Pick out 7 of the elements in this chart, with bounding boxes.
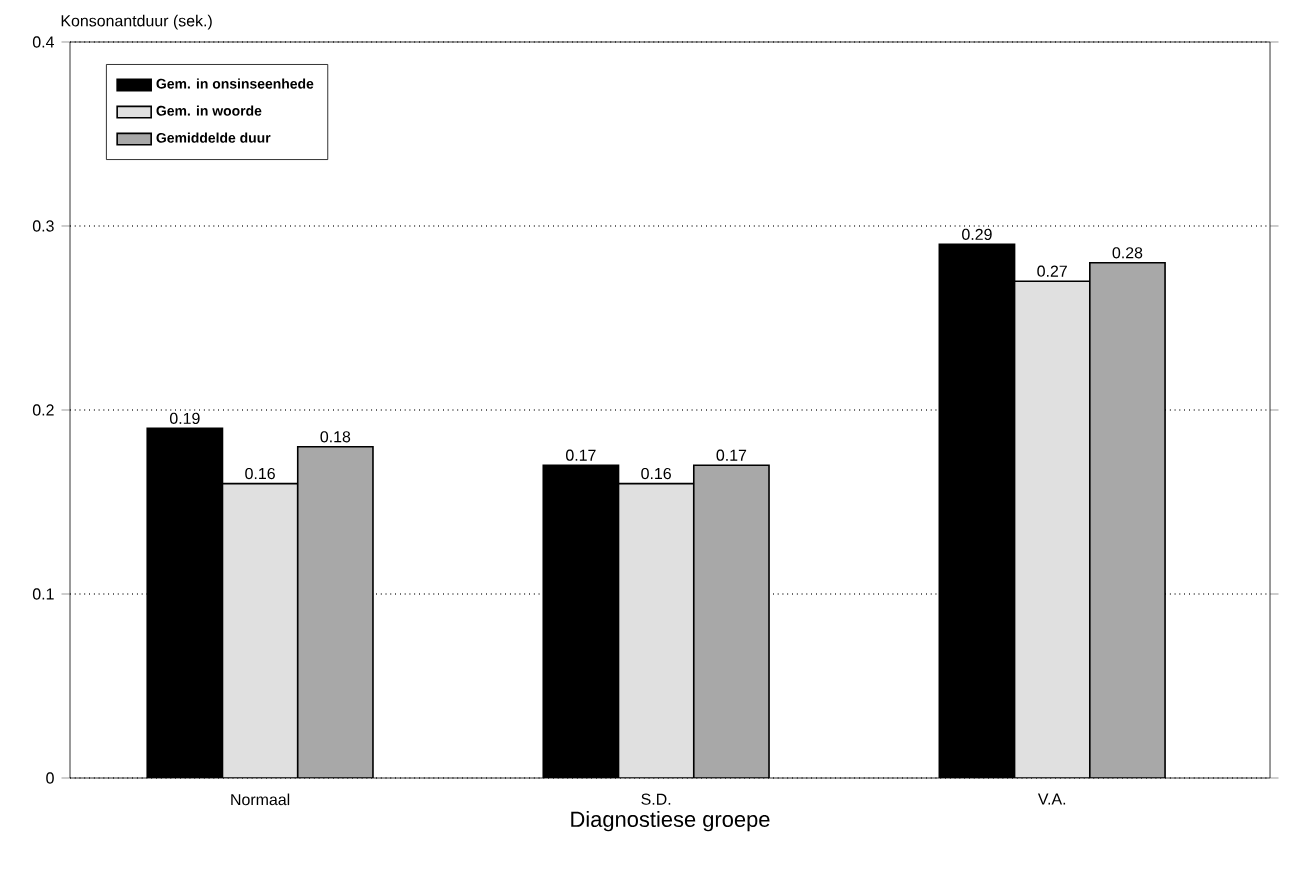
bar xyxy=(296,446,374,778)
bar xyxy=(692,464,770,778)
bar xyxy=(1089,262,1166,778)
bar xyxy=(1013,280,1091,778)
bar xyxy=(617,482,695,778)
x-axis-title: Diagnostiese groepe xyxy=(571,810,770,832)
bar xyxy=(221,482,299,778)
